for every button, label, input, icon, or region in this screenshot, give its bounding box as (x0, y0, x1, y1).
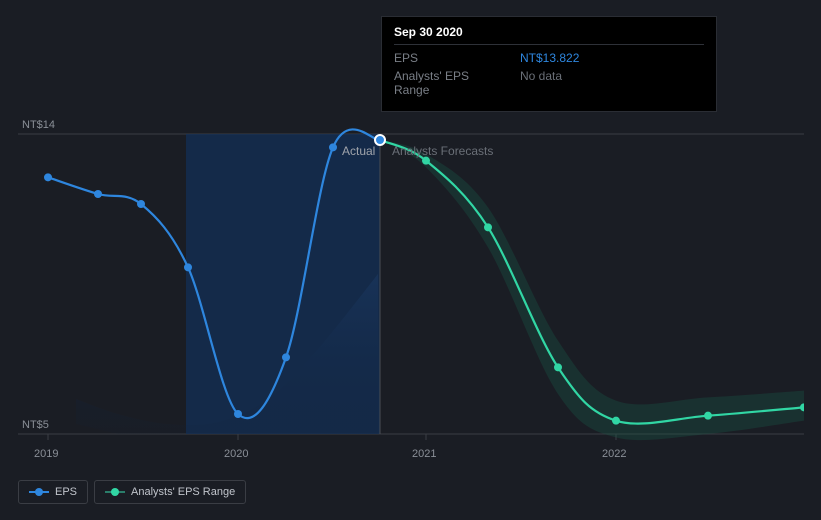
eps-chart[interactable]: NT$14NT$5 2019202020212022 Actual Analys… (18, 120, 804, 440)
tooltip-label: EPS (394, 51, 504, 65)
legend-item[interactable]: EPS (18, 480, 88, 504)
tooltip-date: Sep 30 2020 (394, 25, 704, 45)
y-axis-label: NT$14 (22, 119, 55, 131)
legend-swatch (29, 489, 49, 495)
x-axis-label: 2021 (412, 448, 436, 460)
y-axis-label: NT$5 (22, 419, 49, 431)
x-axis-label: 2022 (602, 448, 626, 460)
tooltip-value: No data (520, 69, 562, 97)
legend-label: Analysts' EPS Range (131, 486, 235, 498)
section-label-forecast: Analysts Forecasts (392, 144, 493, 158)
chart-svg (18, 120, 804, 460)
chart-legend: EPS Analysts' EPS Range (18, 480, 246, 504)
tooltip-row: EPS NT$13.822 (394, 49, 704, 67)
tooltip-label: Analysts' EPS Range (394, 69, 504, 97)
x-axis-label: 2019 (34, 448, 58, 460)
chart-tooltip: Sep 30 2020 EPS NT$13.822 Analysts' EPS Ra… (381, 16, 717, 112)
legend-swatch (105, 489, 125, 495)
legend-item[interactable]: Analysts' EPS Range (94, 480, 246, 504)
legend-label: EPS (55, 486, 77, 498)
x-axis-label: 2020 (224, 448, 248, 460)
tooltip-value: NT$13.822 (520, 51, 579, 65)
section-label-actual: Actual (342, 144, 375, 158)
tooltip-row: Analysts' EPS Range No data (394, 67, 704, 99)
